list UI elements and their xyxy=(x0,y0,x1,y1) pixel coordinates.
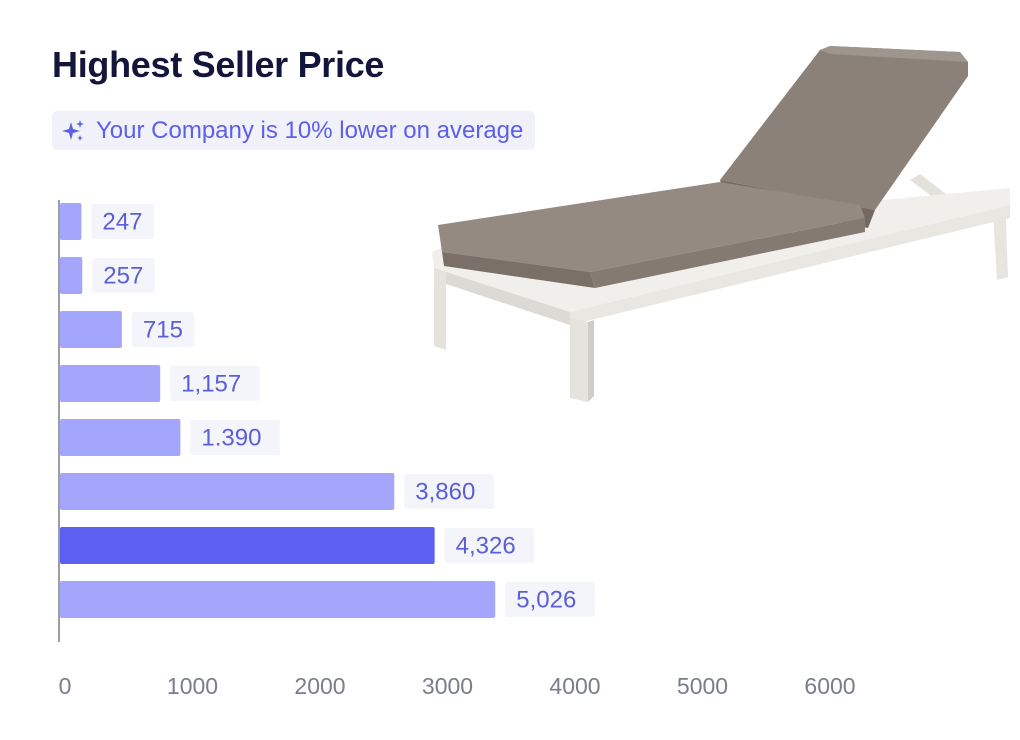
x-tick-label: 2000 xyxy=(294,673,345,699)
bar-label: 5,026 xyxy=(516,587,576,614)
bar xyxy=(60,203,82,240)
x-tick-label: 6000 xyxy=(804,673,855,699)
bar-label-bg xyxy=(92,258,155,293)
bar-label-bg xyxy=(505,582,595,617)
bar-label: 715 xyxy=(143,317,183,344)
bar-label-bg xyxy=(131,312,195,347)
bar-label-bg xyxy=(170,366,260,401)
bar-label: 1,157 xyxy=(181,371,241,398)
x-tick-label: 4000 xyxy=(549,673,600,699)
sparkle-icon xyxy=(60,118,86,144)
bar xyxy=(60,527,435,564)
x-tick-label: 0 xyxy=(59,673,72,699)
x-tick-label: 5000 xyxy=(677,673,728,699)
insight-text: Your Company is 10% lower on average xyxy=(96,116,524,144)
bar xyxy=(60,365,161,402)
bar-label: 257 xyxy=(103,263,143,290)
bar-label: 4,326 xyxy=(456,533,516,560)
bar-label-bg xyxy=(404,474,494,509)
page-title: Highest Seller Price xyxy=(52,44,385,85)
bar-label: 247 xyxy=(102,209,142,236)
bar xyxy=(60,311,122,348)
x-tick-label: 1000 xyxy=(167,673,218,699)
sun-lounger-image xyxy=(420,40,1020,410)
bar xyxy=(60,419,181,456)
x-tick-label: 3000 xyxy=(422,673,473,699)
bar xyxy=(60,473,395,510)
bar-label-bg xyxy=(91,204,154,239)
bar-label-bg xyxy=(190,420,280,455)
bar xyxy=(60,581,496,618)
bar-label-bg xyxy=(444,528,535,563)
bar-label: 3,860 xyxy=(415,479,475,506)
bar xyxy=(60,257,83,294)
bar-label: 1.390 xyxy=(201,425,261,452)
insight-badge: Your Company is 10% lower on average xyxy=(52,111,536,150)
